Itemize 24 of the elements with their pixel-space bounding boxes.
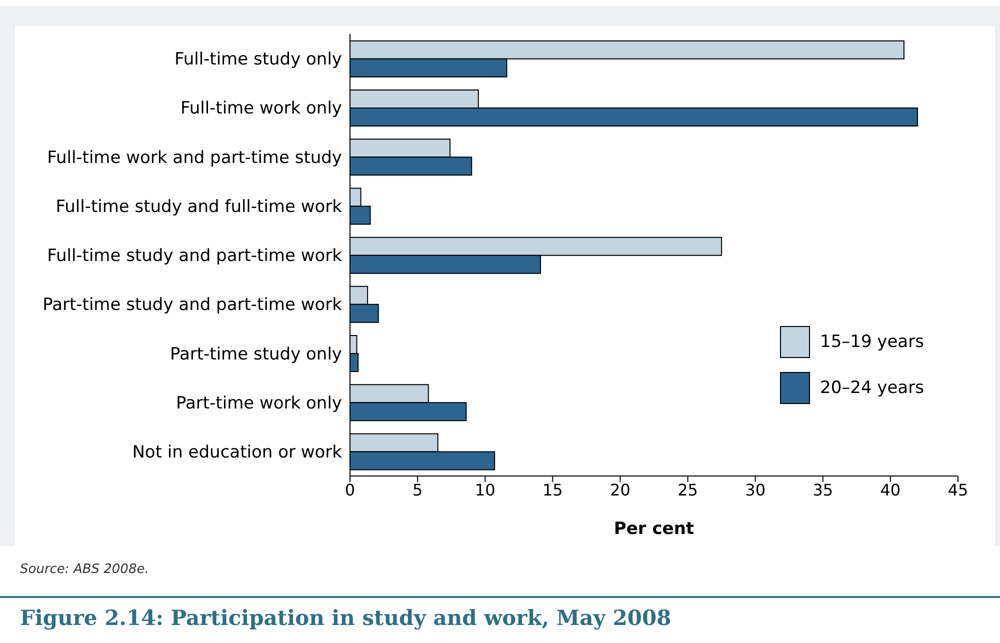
y-tick-label: Full-time study only: [174, 50, 342, 70]
x-tick-label: 30: [745, 480, 766, 500]
x-tick-label: 0: [344, 480, 356, 500]
y-tick-label: Not in education or work: [132, 442, 342, 462]
y-tick-label: Part-time study and part-time work: [42, 295, 342, 316]
y-tick-label: Full-time study and part-time work: [47, 246, 342, 266]
y-tick-label: Full-time work only: [180, 98, 342, 119]
x-tick-label: 35: [812, 480, 834, 500]
legend-label: 20–24 years: [820, 378, 924, 398]
x-tick-label: 40: [880, 480, 901, 500]
x-tick-label: 45: [948, 480, 968, 500]
x-tick-label: 10: [474, 480, 496, 500]
x-axis-title: Per cent: [614, 519, 694, 539]
y-tick-label: Full-time work and part-time study: [47, 148, 342, 168]
source-note: Source: ABS 2008e.: [20, 562, 149, 577]
y-tick-label: Full-time study and full-time work: [56, 196, 342, 217]
x-tick-label: 15: [542, 480, 563, 500]
y-tick-label: Part-time study only: [170, 344, 342, 364]
x-tick-label: 20: [610, 480, 630, 500]
x-tick-label: 5: [412, 480, 423, 500]
x-tick-label: 25: [678, 480, 698, 500]
y-tick-label: Part-time work only: [176, 393, 342, 414]
legend-label: 15–19 years: [820, 332, 924, 352]
text: Figure 2.14: Participation in study and work, May 2008: [20, 605, 672, 630]
